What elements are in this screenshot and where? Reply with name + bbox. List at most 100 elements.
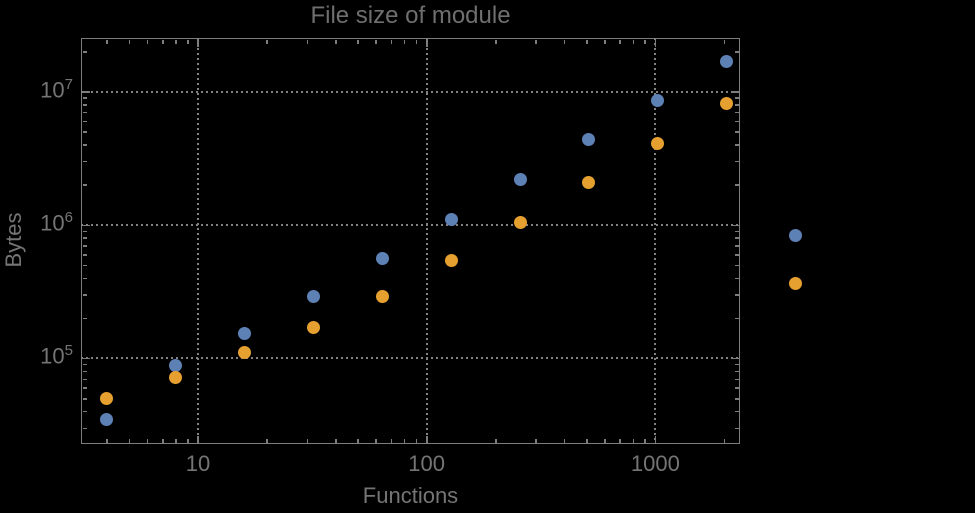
x-gridline [425, 38, 428, 444]
data-point-series-1 [375, 252, 389, 266]
x-tick [266, 39, 268, 44]
x-axis-label: Functions [362, 483, 459, 508]
y-tick [82, 97, 87, 99]
y-tick [82, 91, 90, 93]
data-point-series-1 [238, 326, 252, 340]
x-gridline [654, 38, 657, 444]
x-tick [128, 438, 131, 443]
x-tick-label: 100 [408, 451, 446, 476]
y-tick [82, 160, 87, 163]
x-tick [426, 435, 428, 443]
y-tick [734, 111, 739, 114]
x-gridline [196, 38, 199, 444]
y-tick [82, 131, 87, 133]
data-point-series-2 [375, 290, 389, 304]
y-tick [734, 237, 739, 239]
data-point-series-2 [169, 370, 183, 384]
y-gridline [81, 224, 740, 227]
x-tick [357, 438, 359, 443]
y-tick [82, 410, 87, 413]
x-tick [162, 438, 164, 443]
y-tick [734, 410, 739, 413]
y-tick [734, 254, 739, 256]
x-tick [306, 438, 309, 443]
x-tick [162, 39, 164, 44]
y-tick [734, 398, 739, 400]
x-tick [495, 39, 497, 44]
x-tick [563, 438, 566, 443]
x-tick [375, 438, 377, 443]
y-tick-label: 106 [40, 209, 73, 236]
y-tick [731, 224, 739, 227]
x-tick [619, 438, 621, 443]
y-tick [82, 357, 90, 360]
y-tick [734, 184, 739, 186]
x-tick [604, 39, 606, 44]
data-point-series-2 [720, 96, 734, 110]
x-tick [723, 438, 726, 443]
data-point-series-1 [582, 132, 596, 146]
y-tick [734, 294, 739, 296]
data-point-series-1 [444, 213, 458, 227]
x-tick [175, 438, 177, 443]
y-tick [82, 427, 87, 430]
x-tick [175, 39, 177, 44]
x-tick [375, 39, 377, 44]
x-tick-label: 1000 [630, 451, 680, 476]
data-point-series-2 [100, 392, 114, 406]
y-tick [734, 317, 739, 320]
data-point-series-1 [100, 412, 114, 426]
x-tick [415, 438, 418, 443]
y-axis-label: Bytes [1, 212, 26, 268]
data-point-series-1 [651, 93, 665, 107]
y-tick [734, 378, 739, 381]
x-tick [390, 39, 393, 44]
y-tick [734, 427, 739, 430]
x-tick [266, 438, 268, 443]
y-gridline [81, 357, 740, 360]
data-point-series-1 [720, 54, 734, 68]
y-tick [82, 378, 87, 381]
y-gridline [81, 90, 740, 93]
y-tick [82, 230, 87, 233]
data-point-series-2 [444, 254, 458, 268]
data-point-series-1 [306, 290, 320, 304]
y-tick [734, 104, 739, 106]
x-tick [403, 438, 406, 443]
x-tick [426, 39, 428, 47]
x-tick [197, 39, 199, 47]
y-tick [734, 144, 739, 146]
x-tick [357, 39, 359, 44]
x-tick [619, 39, 621, 44]
y-tick [82, 237, 87, 239]
x-tick [197, 435, 199, 443]
x-tick [644, 438, 646, 443]
x-tick [495, 438, 497, 443]
y-tick [734, 245, 739, 247]
y-tick [82, 224, 90, 227]
data-point-series-2 [788, 276, 802, 290]
y-tick [734, 370, 739, 373]
y-tick [734, 277, 739, 280]
data-point-series-2 [306, 321, 320, 335]
x-tick [654, 435, 657, 443]
x-tick [106, 438, 108, 443]
y-tick [82, 144, 87, 146]
data-point-series-2 [513, 215, 527, 229]
x-tick [146, 438, 149, 443]
data-point-series-1 [513, 172, 527, 186]
y-tick-label: 105 [40, 342, 73, 369]
y-tick-label: 107 [40, 75, 73, 103]
y-tick [82, 51, 87, 53]
y-tick [82, 111, 87, 114]
y-tick [734, 160, 739, 163]
data-point-series-2 [238, 346, 252, 360]
y-tick [734, 51, 739, 53]
y-tick [82, 370, 87, 373]
x-tick [335, 438, 337, 443]
data-point-series-1 [169, 359, 183, 373]
x-tick [535, 438, 537, 443]
x-tick [632, 39, 635, 44]
x-tick [390, 438, 393, 443]
